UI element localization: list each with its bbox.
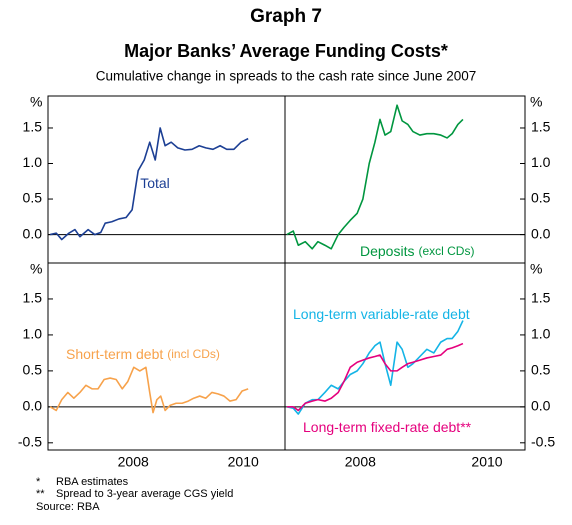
y-tick-label: 1.5 — [531, 290, 551, 306]
y-tick-label: 1.0 — [23, 154, 43, 170]
panel-frame — [284, 262, 526, 451]
y-tick-label: 0.0 — [531, 398, 551, 414]
x-tick-label: 2010 — [228, 454, 259, 470]
y-tick-label: 1.0 — [531, 326, 551, 342]
footnote-text: RBA estimates — [56, 476, 129, 488]
y-tick-label: 0.5 — [23, 190, 43, 206]
y-unit: % — [530, 94, 542, 110]
y-tick-label: 1.5 — [23, 119, 43, 135]
series-label: Short-term debt (incl CDs) — [66, 346, 220, 362]
series-label: Long-term fixed-rate debt** — [303, 419, 472, 435]
series-label: Long-term variable-rate debt — [293, 306, 470, 322]
graph-number: Graph 7 — [250, 6, 322, 27]
panel-frame — [284, 95, 526, 264]
x-tick-label: 2010 — [471, 454, 502, 470]
series-line — [286, 104, 464, 250]
series-name: Total — [140, 175, 170, 191]
series-name: Deposits — [360, 243, 414, 259]
y-tick-label: 0.5 — [531, 190, 551, 206]
series-line — [286, 342, 464, 412]
x-tick-label: 2008 — [345, 454, 376, 470]
y-unit: % — [30, 94, 42, 110]
footnote-text: Spread to 3-year average CGS yield — [56, 488, 233, 500]
y-unit: % — [30, 261, 42, 277]
y-tick-label: 0.0 — [531, 225, 551, 241]
y-tick-label: -0.5 — [18, 434, 42, 450]
series-line — [49, 366, 249, 414]
y-tick-label: 0.5 — [531, 362, 551, 378]
series-note: (excl CDs) — [418, 244, 474, 258]
y-tick-label: 0.0 — [23, 225, 43, 241]
series-note: (incl CDs) — [167, 347, 220, 361]
y-tick-label: 1.5 — [531, 119, 551, 135]
series-name: Long-term fixed-rate debt** — [303, 419, 472, 435]
chart-title: Major Banks’ Average Funding Costs* — [124, 41, 448, 61]
series-name: Short-term debt — [66, 346, 163, 362]
series-label: Deposits (excl CDs) — [360, 243, 474, 259]
y-tick-label: -0.5 — [531, 434, 555, 450]
y-tick-label: 1.5 — [23, 290, 43, 306]
y-tick-label: 0.5 — [23, 362, 43, 378]
y-tick-label: 1.0 — [23, 326, 43, 342]
source: Source: RBA — [36, 501, 100, 513]
series-label: Total — [140, 175, 170, 191]
chart-subtitle: Cumulative change in spreads to the cash… — [96, 69, 477, 84]
y-unit: % — [530, 261, 542, 277]
series-line — [50, 127, 249, 241]
x-tick-label: 2008 — [118, 454, 149, 470]
series-name: Long-term variable-rate debt — [293, 306, 470, 322]
footnote-mark: * — [36, 476, 41, 488]
y-tick-label: 1.0 — [531, 154, 551, 170]
y-tick-label: 0.0 — [23, 398, 43, 414]
footnote-mark: ** — [36, 488, 45, 500]
